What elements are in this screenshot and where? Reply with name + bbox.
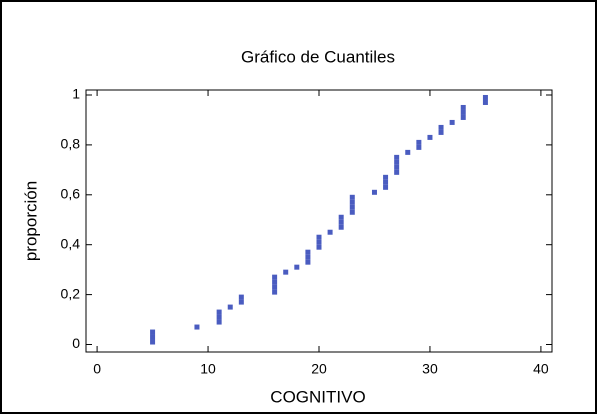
chart-title: Gráfico de Cuantiles (241, 47, 395, 66)
point (272, 274, 278, 280)
point (482, 94, 488, 100)
point (216, 319, 222, 325)
y-tick-label: 0,6 (61, 186, 81, 202)
point (338, 224, 344, 230)
x-tick-label: 10 (200, 361, 216, 377)
point (460, 104, 466, 110)
point (383, 184, 389, 190)
y-axis-label: proporción (21, 181, 40, 261)
point (150, 334, 156, 340)
y-tick-label: 1 (72, 86, 80, 102)
point (349, 204, 355, 210)
point (394, 159, 400, 165)
point (272, 284, 278, 290)
y-tick-label: 0,2 (61, 285, 81, 301)
point (316, 244, 322, 250)
x-tick-label: 20 (311, 361, 327, 377)
point (194, 324, 200, 330)
point (416, 144, 422, 150)
point (460, 109, 466, 115)
point (460, 114, 466, 120)
x-tick-label: 40 (533, 361, 549, 377)
point (216, 309, 222, 315)
point (338, 214, 344, 220)
point (316, 239, 322, 245)
point (383, 179, 389, 185)
point (394, 169, 400, 175)
point (272, 289, 278, 295)
point (283, 269, 289, 275)
point (216, 314, 222, 320)
point (338, 219, 344, 225)
point (316, 234, 322, 240)
point (383, 174, 389, 180)
point (305, 254, 311, 260)
point (416, 139, 422, 145)
point (349, 194, 355, 200)
point (405, 149, 411, 155)
point (349, 209, 355, 215)
y-tick-label: 0,4 (61, 235, 81, 251)
point (482, 99, 488, 105)
point (449, 119, 455, 125)
point (371, 189, 377, 195)
point (294, 264, 300, 270)
y-tick-label: 0 (72, 335, 80, 351)
point (394, 154, 400, 160)
point (427, 134, 433, 140)
point (394, 164, 400, 170)
point (305, 249, 311, 255)
point (150, 339, 156, 345)
point (227, 304, 233, 310)
point (438, 129, 444, 135)
point (238, 294, 244, 300)
x-tick-label: 0 (93, 361, 101, 377)
point (349, 199, 355, 205)
x-axis-label: COGNITIVO (270, 387, 365, 406)
point (438, 124, 444, 130)
point (305, 259, 311, 265)
x-tick-label: 30 (422, 361, 438, 377)
point (272, 279, 278, 285)
point (327, 229, 333, 235)
point (238, 299, 244, 305)
point (150, 329, 156, 335)
y-tick-label: 0,8 (61, 136, 81, 152)
